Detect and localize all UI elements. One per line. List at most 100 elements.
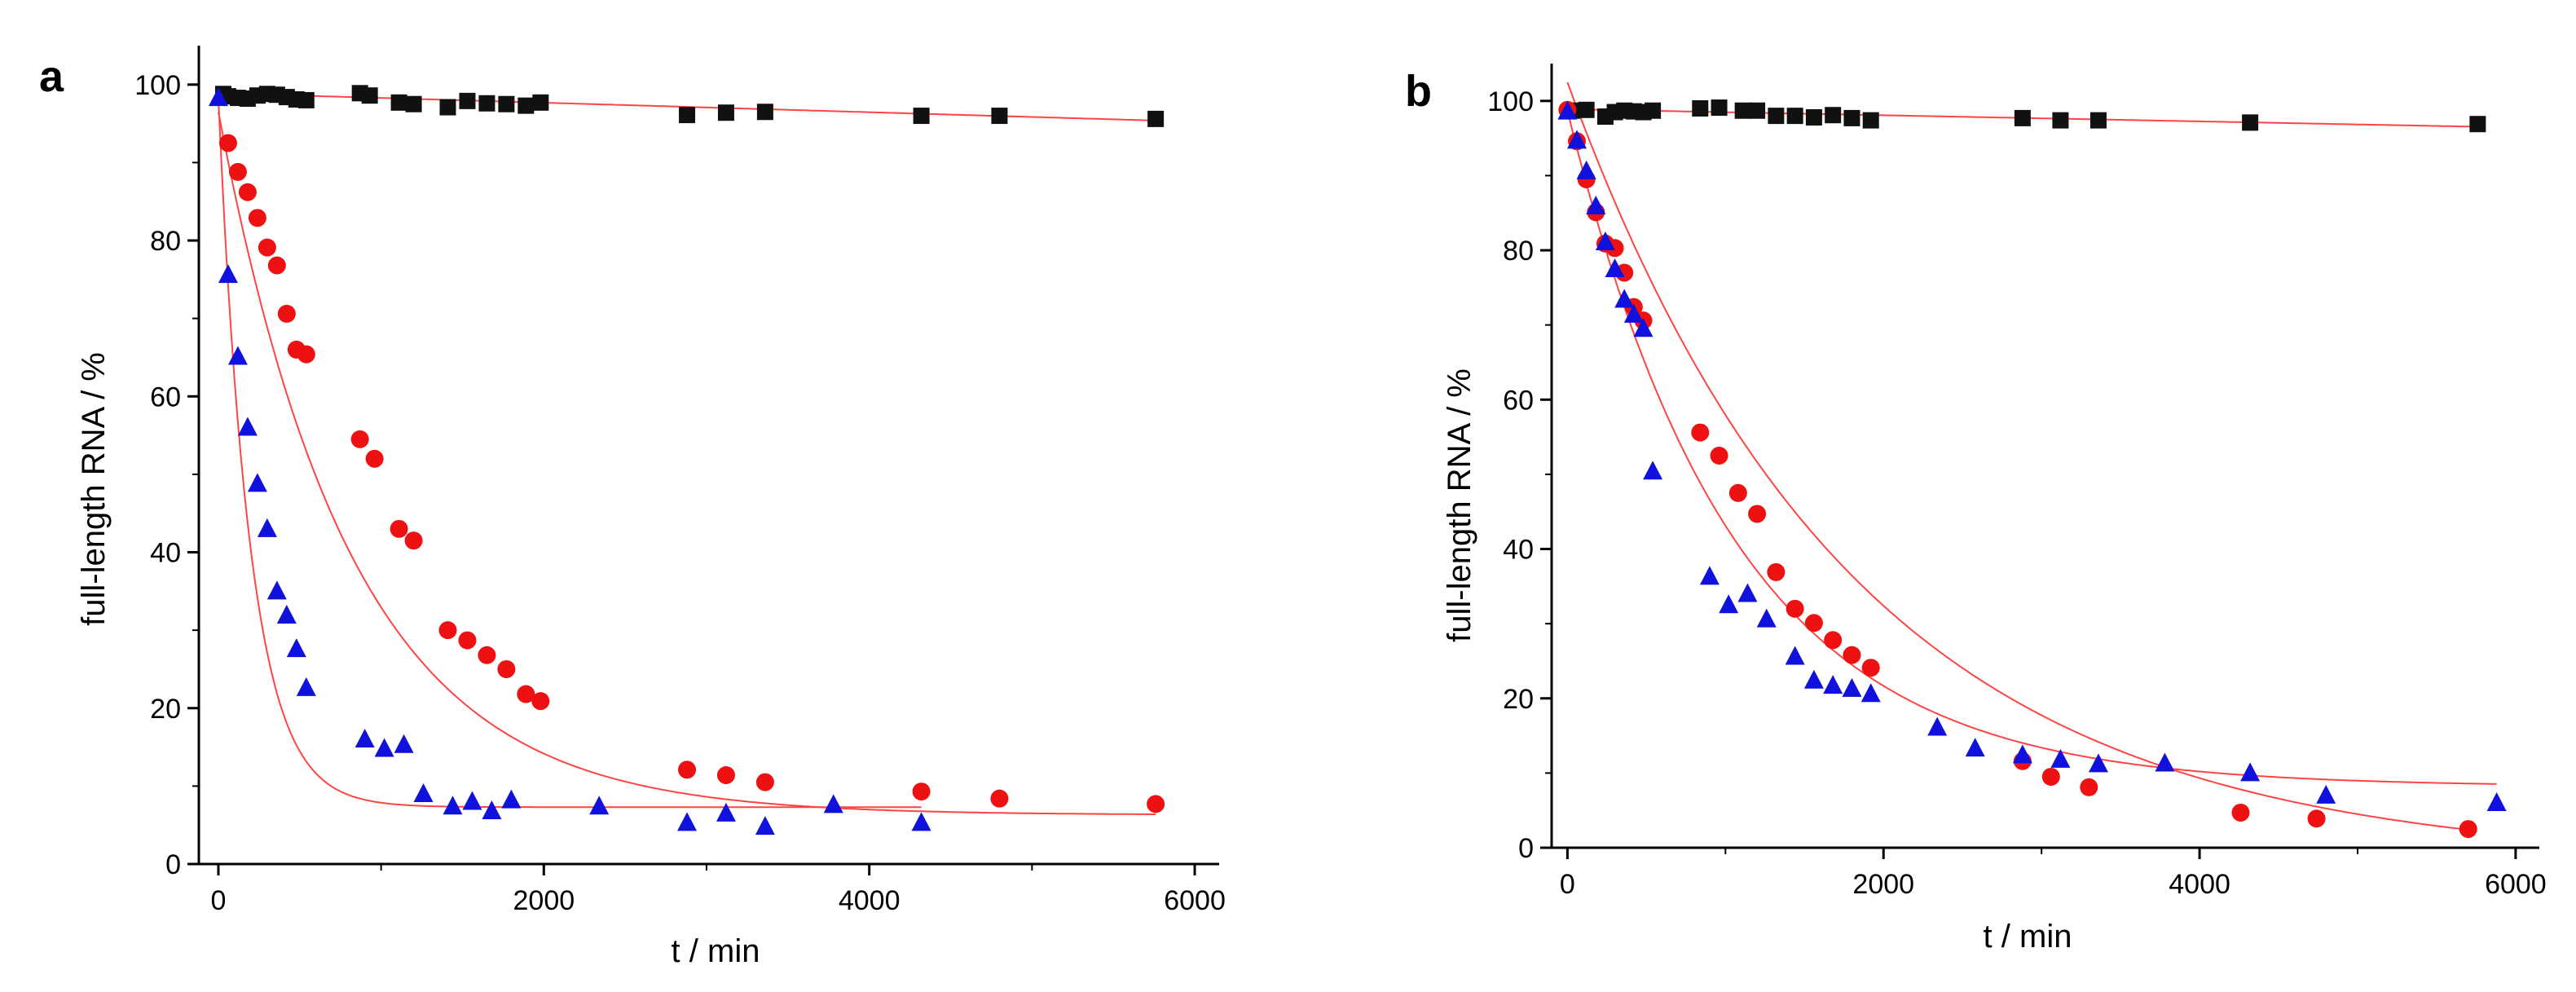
data-point-triangle: [1614, 289, 1635, 308]
x-tick-label: 4000: [2169, 869, 2230, 900]
data-point-triangle: [2155, 752, 2175, 772]
data-point-circle: [912, 783, 931, 801]
fit-curve-circle: [1566, 82, 2468, 831]
data-point-circle: [267, 256, 286, 275]
data-point-square: [1147, 110, 1165, 127]
data-point-triangle: [218, 264, 238, 284]
data-point-triangle: [1623, 303, 1644, 323]
data-point-circle: [458, 631, 477, 650]
data-point-triangle: [2316, 784, 2336, 804]
data-point-circle: [1710, 447, 1728, 465]
data-point-circle: [1748, 505, 1767, 523]
x-tick-label: 6000: [1164, 885, 1226, 916]
data-point-triangle: [276, 604, 297, 624]
data-point-circle: [2041, 767, 2060, 786]
data-point-square: [390, 94, 407, 111]
data-point-triangle: [2240, 762, 2261, 782]
data-point-triangle: [2088, 753, 2108, 773]
data-point-triangle: [1842, 677, 1862, 697]
fit-curve-triangle: [218, 99, 922, 809]
data-point-square: [439, 99, 456, 116]
y-tick-label: 80: [1503, 236, 1534, 267]
data-point-square: [991, 108, 1008, 125]
data-point-triangle: [716, 802, 736, 822]
y-tick-label: 60: [150, 381, 181, 412]
data-point-square: [1843, 109, 1860, 126]
data-point-circle: [2307, 809, 2326, 828]
data-point-square: [1805, 108, 1822, 126]
x-tick-label: 0: [1560, 869, 1575, 900]
data-point-circle: [1843, 646, 1861, 664]
data-point-triangle: [1756, 608, 1777, 628]
fit-curve-circle: [218, 112, 1156, 815]
data-point-square: [517, 97, 535, 114]
x-axis-title: t / min: [1984, 919, 2072, 955]
data-point-square: [1862, 112, 1879, 129]
data-point-square: [2242, 114, 2259, 131]
data-point-square: [478, 95, 495, 112]
data-point-square: [1768, 108, 1785, 125]
y-tick-label: 0: [1518, 833, 1534, 864]
data-point-square: [1711, 99, 1728, 117]
data-point-square: [679, 107, 696, 124]
data-point-triangle: [1823, 675, 1843, 694]
data-point-circle: [1786, 599, 1804, 618]
data-point-circle: [350, 430, 369, 448]
data-point-circle: [531, 692, 550, 711]
data-point-triangle: [1595, 231, 1615, 250]
panel-letter: a: [39, 52, 64, 101]
data-point-triangle: [296, 677, 316, 696]
data-point-circle: [678, 761, 697, 779]
data-point-circle: [277, 304, 296, 323]
data-point-triangle: [2050, 748, 2071, 768]
data-point-triangle: [257, 518, 277, 537]
data-point-square: [2089, 112, 2107, 129]
y-axis-title: full-length RNA / %: [1442, 368, 1477, 642]
data-point-triangle: [208, 87, 228, 107]
data-point-circle: [1728, 483, 1747, 502]
data-point-circle: [248, 209, 266, 227]
data-point-triangle: [1803, 669, 1824, 689]
data-point-circle: [1767, 562, 1786, 581]
data-point-circle: [297, 345, 315, 364]
data-point-triangle: [1586, 195, 1606, 214]
data-point-square: [1786, 108, 1803, 125]
data-point-square: [1692, 99, 1709, 117]
data-point-triangle: [286, 638, 306, 658]
data-point-circle: [238, 183, 257, 201]
data-point-triangle: [1860, 683, 1881, 703]
panel-letter: b: [1405, 67, 1432, 116]
y-tick-label: 20: [1503, 684, 1534, 715]
data-point-square: [361, 87, 378, 104]
data-point-triangle: [443, 796, 463, 815]
data-point-circle: [438, 621, 457, 640]
data-point-square: [1578, 101, 1595, 118]
data-point-square: [1749, 102, 1766, 119]
data-point-triangle: [1785, 646, 1805, 665]
x-tick-label: 2000: [1852, 869, 1914, 900]
data-point-circle: [2080, 778, 2098, 796]
data-point-triangle: [482, 800, 502, 819]
x-tick-label: 2000: [513, 885, 575, 916]
data-point-triangle: [1643, 461, 1663, 480]
data-point-square: [405, 95, 422, 112]
data-point-circle: [1824, 631, 1843, 650]
data-point-triangle: [501, 789, 522, 809]
data-point-triangle: [354, 729, 375, 748]
x-tick-label: 6000: [2485, 869, 2547, 900]
data-point-square: [498, 95, 515, 112]
data-point-triangle: [1633, 318, 1653, 337]
data-point-triangle: [2486, 792, 2507, 812]
data-point-circle: [228, 162, 247, 181]
data-point-triangle: [1567, 130, 1587, 149]
panel-b: b full-length RNA / % t / min 0 2000 4000 6…: [1405, 64, 2547, 955]
data-point-square: [913, 108, 930, 125]
y-axis-title: full-length RNA / %: [76, 352, 112, 626]
data-point-circle: [1861, 659, 1880, 677]
x-tick-label: 0: [211, 885, 227, 916]
data-point-circle: [2231, 803, 2250, 822]
data-point-triangle: [237, 417, 258, 436]
x-tick-label: 4000: [839, 885, 900, 916]
data-point-triangle: [1719, 594, 1739, 614]
data-point-triangle: [266, 580, 287, 600]
